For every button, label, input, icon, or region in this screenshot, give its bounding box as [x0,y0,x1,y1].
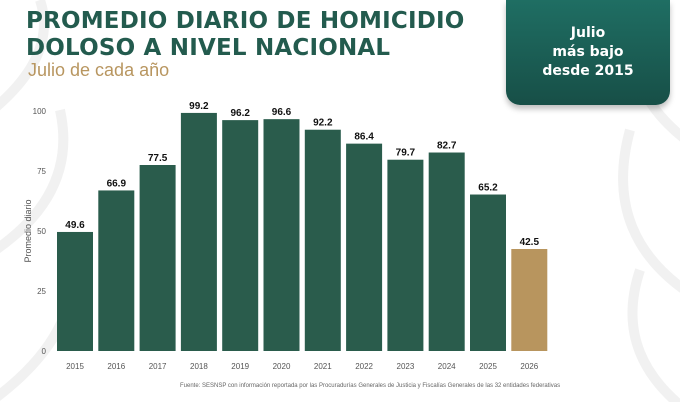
x-tick-label: 2015 [66,362,84,371]
y-tick-label: 0 [42,347,47,356]
bar [57,231,93,351]
data-label: 77.5 [148,153,168,164]
bar [511,249,548,351]
y-tick-label: 50 [37,227,46,236]
bar [139,165,176,351]
title-line-1: PROMEDIO DIARIO DE HOMICIDIO [26,8,465,34]
data-label: 42.5 [520,237,540,248]
data-label: 65.2 [478,183,498,194]
x-tick-label: 2024 [438,362,456,371]
data-label: 79.7 [396,148,416,159]
x-tick-label: 2025 [479,362,497,371]
data-label: 92.2 [313,118,333,129]
x-tick-label: 2019 [231,362,249,371]
bar [428,152,465,351]
y-axis-label: Promedio diario [23,199,33,262]
bar [263,119,300,351]
bar [346,143,383,351]
bar [98,190,135,351]
y-tick-label: 100 [33,107,47,116]
x-tick-label: 2020 [273,362,291,371]
x-tick-label: 2021 [314,362,332,371]
data-label: 96.2 [230,108,250,119]
x-tick-label: 2022 [355,362,373,371]
y-tick-label: 25 [37,287,46,296]
bar [387,159,424,351]
callout-line-2: más bajo [552,44,624,60]
callout-box: Julio más bajo desde 2015 [506,0,670,105]
callout-line-1: Julio [570,25,606,41]
callout-line-3: desde 2015 [542,63,634,79]
page-subtitle: Julio de cada año [28,60,170,80]
bar [180,112,217,351]
bar [304,129,341,351]
bar [470,194,506,351]
x-tick-label: 2026 [520,362,538,371]
x-tick-label: 2016 [107,362,125,371]
data-label: 49.6 [65,220,85,231]
title-line-2: DOLOSO A NIVEL NACIONAL [26,35,391,61]
x-tick-label: 2023 [397,362,415,371]
y-tick-label: 75 [37,167,46,176]
data-label: 99.2 [189,101,209,112]
bar [222,120,259,352]
page-title: PROMEDIO DIARIO DE HOMICIDIO DOLOSO A NI… [26,8,465,62]
data-label: 82.7 [437,141,457,152]
data-label: 96.6 [272,107,292,118]
data-label: 66.9 [107,178,127,189]
data-label: 86.4 [354,132,374,143]
x-tick-label: 2017 [149,362,167,371]
source-note: Fuente: SESNSP con información reportada… [180,383,561,389]
x-tick-label: 2018 [190,362,208,371]
